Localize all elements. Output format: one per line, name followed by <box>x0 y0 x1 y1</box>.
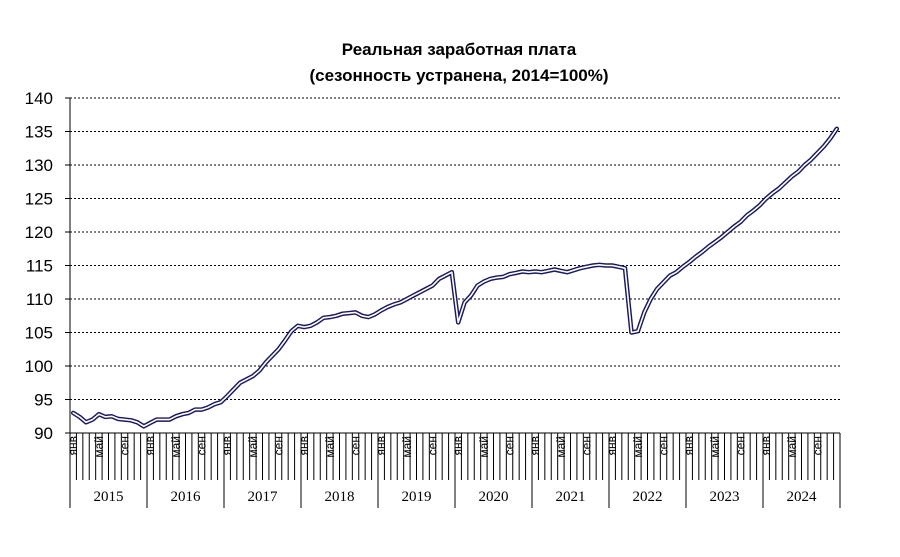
year-label-2018: 2018 <box>325 489 355 505</box>
y-tick-label-130: 130 <box>25 156 53 175</box>
y-tick-label-135: 135 <box>25 123 53 142</box>
month-label-2023-янв: янв <box>682 436 696 456</box>
month-label-2021-май: май <box>554 436 568 458</box>
month-label-2022-май: май <box>631 436 645 458</box>
y-tick-label-125: 125 <box>25 190 53 209</box>
month-label-2015-май: май <box>92 436 106 458</box>
chart-title: Реальная заработная плата <box>342 40 577 59</box>
year-label-2021: 2021 <box>556 489 586 505</box>
y-tick-label-95: 95 <box>34 391 53 410</box>
month-label-2023-сен: сен <box>734 436 748 455</box>
month-label-2019-сен: сен <box>426 436 440 455</box>
series-line <box>70 126 840 429</box>
y-tick-label-140: 140 <box>25 89 53 108</box>
month-label-2019-янв: янв <box>374 436 388 456</box>
year-label-2017: 2017 <box>248 489 279 505</box>
month-label-2020-май: май <box>477 436 491 458</box>
month-label-2020-сен: сен <box>503 436 517 455</box>
year-label-2022: 2022 <box>633 489 663 505</box>
month-label-2015-сен: сен <box>118 436 132 455</box>
month-label-2021-янв: янв <box>528 436 542 456</box>
month-label-2019-май: май <box>400 436 414 458</box>
month-label-2020-янв: янв <box>451 436 465 456</box>
month-label-2022-сен: сен <box>657 436 671 455</box>
month-label-2016-янв: янв <box>143 436 157 456</box>
year-label-2020: 2020 <box>479 489 509 505</box>
series-line-inner <box>72 128 838 428</box>
month-label-2024-сен: сен <box>811 436 825 455</box>
month-label-2023-май: май <box>708 436 722 458</box>
month-label-2017-май: май <box>246 436 260 458</box>
month-label-2018-сен: сен <box>349 436 363 455</box>
month-label-2018-янв: янв <box>297 436 311 456</box>
grid <box>70 97 840 400</box>
year-label-2023: 2023 <box>710 489 740 505</box>
series-layer <box>70 126 840 429</box>
month-label-2021-сен: сен <box>580 436 594 455</box>
y-tick-label-115: 115 <box>26 257 53 276</box>
month-label-2016-май: май <box>169 436 183 458</box>
year-label-2016: 2016 <box>171 489 202 505</box>
month-label-2018-май: май <box>323 436 337 458</box>
month-label-2022-янв: янв <box>605 436 619 456</box>
month-label-2017-сен: сен <box>272 436 286 455</box>
y-tick-label-90: 90 <box>34 424 53 443</box>
y-tick-label-105: 105 <box>25 324 53 343</box>
year-label-2024: 2024 <box>787 489 818 505</box>
month-label-2024-май: май <box>785 436 799 458</box>
year-label-2019: 2019 <box>402 489 432 505</box>
month-label-2024-янв: янв <box>759 436 773 456</box>
month-label-2017-янв: янв <box>220 436 234 456</box>
y-tick-label-100: 100 <box>25 357 53 376</box>
y-tick-label-120: 120 <box>25 223 53 242</box>
chart-subtitle: (сезонность устранена, 2014=100%) <box>309 66 608 85</box>
month-label-2016-сен: сен <box>195 436 209 455</box>
month-label-2015-янв: янв <box>66 436 80 456</box>
y-tick-label-110: 110 <box>26 290 53 309</box>
year-label-2015: 2015 <box>94 489 124 505</box>
y-axis: 90 95 100 105 110 115 120 125 130 135 140 <box>25 89 71 443</box>
